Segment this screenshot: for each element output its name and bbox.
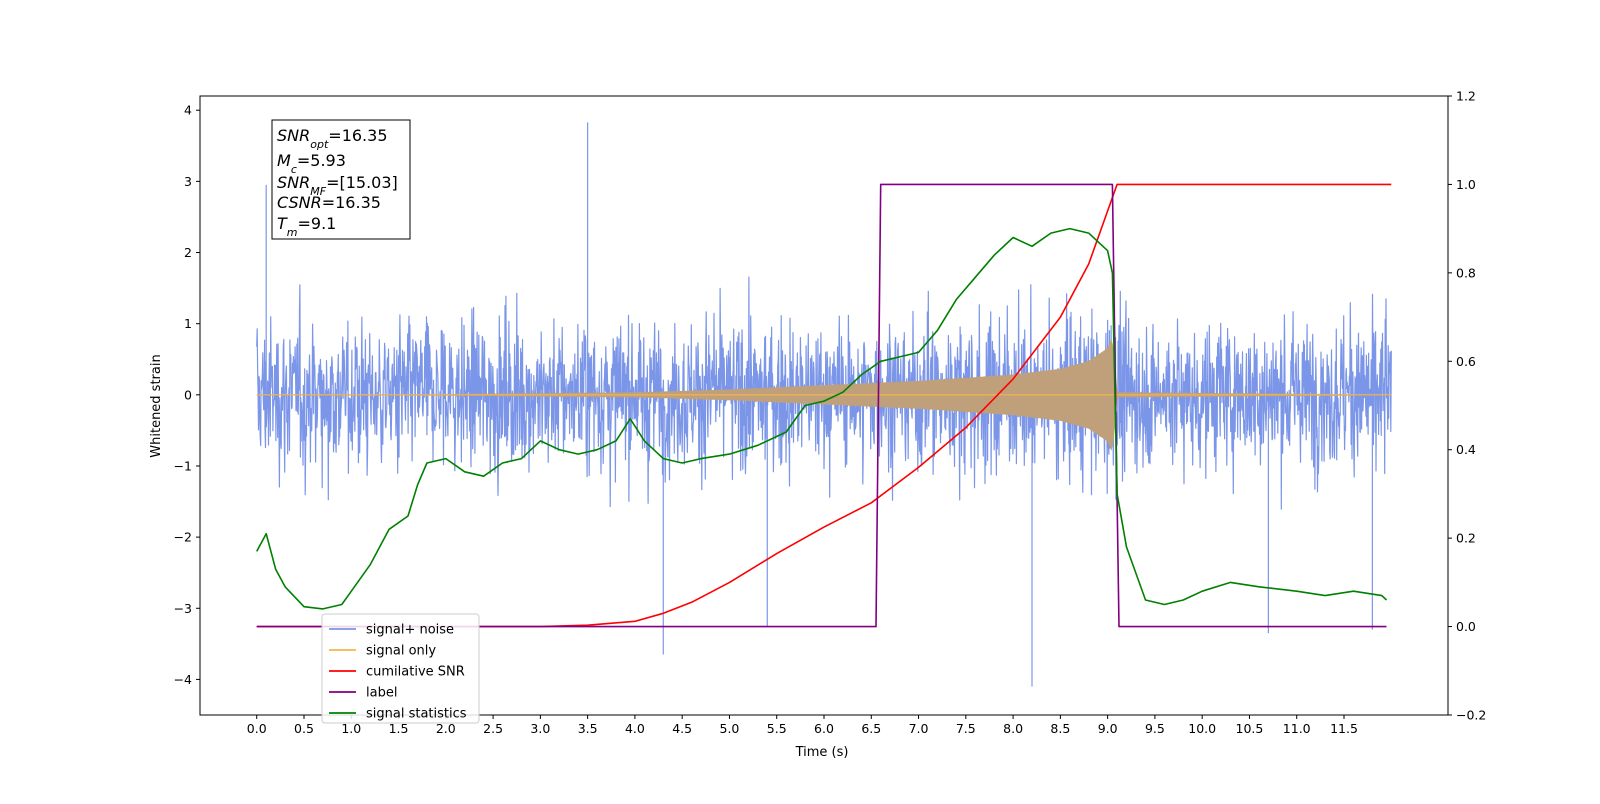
y2-tick-label: 0.6 <box>1456 354 1476 369</box>
annotation-tm: Tm=9.1 <box>277 214 336 239</box>
legend-label-signal-statistics: signal statistics <box>366 707 467 722</box>
x-tick-label: 8.5 <box>1050 721 1070 736</box>
y2-tick-label: 0.0 <box>1456 619 1476 634</box>
x-tick-label: 1.5 <box>389 721 409 736</box>
y-tick-label: 2 <box>184 245 192 260</box>
x-tick-label: 3.5 <box>578 721 598 736</box>
x-tick-label: 7.0 <box>909 721 929 736</box>
y-tick-label: −3 <box>174 601 192 616</box>
x-tick-label: 0.0 <box>247 721 267 736</box>
legend-label-cumilative-snr: cumilative SNR <box>366 665 465 680</box>
x-tick-label: 9.5 <box>1145 721 1165 736</box>
x-tick-label: 10.5 <box>1236 721 1264 736</box>
x-tick-label: 2.0 <box>436 721 456 736</box>
y-axis-right: 1.2 1.0 0.8 0.6 0.4 0.2 0.0 −0.2 <box>1448 89 1486 723</box>
legend: signal+ noise signal only cumilative SNR la… <box>321 613 480 724</box>
x-tick-label: 3.0 <box>530 721 550 736</box>
y2-tick-label: −0.2 <box>1456 708 1486 723</box>
x-axis-label: Time (s) <box>795 745 849 760</box>
y2-tick-label: 1.0 <box>1456 177 1476 192</box>
y-tick-label: −4 <box>174 672 192 687</box>
annotation-mc: Mc=5.93 <box>277 151 346 176</box>
x-tick-label: 8.0 <box>1003 721 1023 736</box>
y-tick-label: 3 <box>184 174 192 189</box>
x-tick-label: 11.0 <box>1283 721 1311 736</box>
x-tick-label: 0.5 <box>294 721 314 736</box>
series-label-line <box>256 183 1387 628</box>
x-tick-label: 6.5 <box>861 721 881 736</box>
y2-tick-label: 0.8 <box>1456 265 1476 280</box>
legend-label-label: label <box>366 686 397 701</box>
annotation-csnr: CSNR=16.35 <box>277 193 381 212</box>
legend-label-signal-noise: signal+ noise <box>366 623 454 638</box>
legend-label-signal-only: signal only <box>366 644 436 659</box>
y-tick-label: 1 <box>184 316 192 331</box>
x-tick-label: 4.0 <box>625 721 645 736</box>
x-tick-label: 1.0 <box>341 721 361 736</box>
y2-tick-label: 0.2 <box>1456 531 1476 546</box>
x-tick-label: 9.0 <box>1098 721 1118 736</box>
x-tick-label: 2.5 <box>483 721 503 736</box>
x-tick-label: 4.5 <box>672 721 692 736</box>
series-cumilative-snr-line <box>256 183 1392 628</box>
annotation-box: SNRopt=16.35 Mc=5.93 SNRMF=[15.03] CSNR=… <box>271 119 411 240</box>
y-axis-left: 4 3 2 1 0 −1 −2 −3 −4 <box>174 103 200 687</box>
y-tick-label: −2 <box>174 530 192 545</box>
x-axis: 0.0 0.5 1.0 1.5 2.0 2.5 3.0 3.5 4.0 4.5 5.0 5.5 6.0 6… <box>247 715 1358 736</box>
series-signal-noise-line <box>256 276 1392 510</box>
x-tick-label: 11.5 <box>1330 721 1358 736</box>
y-tick-label: −1 <box>174 458 192 473</box>
y2-tick-label: 1.2 <box>1456 89 1476 104</box>
x-tick-label: 6.0 <box>814 721 834 736</box>
y-axis-label: Whitened strain <box>149 354 164 457</box>
x-tick-label: 5.0 <box>720 721 740 736</box>
y2-tick-label: 0.4 <box>1456 442 1476 457</box>
plot-area <box>255 122 1392 687</box>
annotation-snr-mf: SNRMF=[15.03] <box>277 173 398 198</box>
y-tick-label: 0 <box>184 387 192 402</box>
y-tick-label: 4 <box>184 103 192 118</box>
x-tick-label: 7.5 <box>956 721 976 736</box>
series-signal-statistics-line <box>255 227 1388 610</box>
x-tick-label: 5.5 <box>767 721 787 736</box>
x-tick-label: 10.0 <box>1188 721 1216 736</box>
annotation-snr-opt: SNRopt=16.35 <box>277 126 388 151</box>
